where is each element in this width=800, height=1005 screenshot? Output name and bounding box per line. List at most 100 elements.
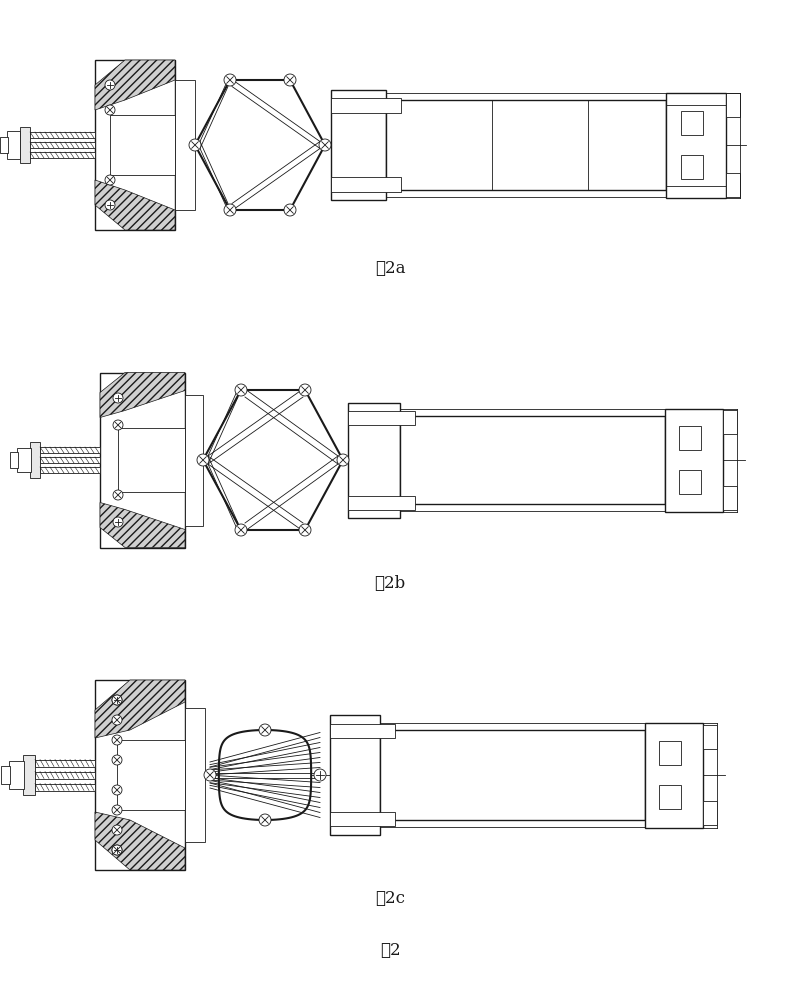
Circle shape — [113, 517, 123, 527]
Bar — [30, 142, 95, 148]
Bar — [95, 680, 185, 870]
Text: 图2a: 图2a — [374, 259, 406, 276]
Bar — [679, 470, 701, 494]
Circle shape — [112, 825, 122, 835]
Polygon shape — [203, 390, 343, 530]
Text: 图2: 图2 — [380, 942, 400, 959]
Bar — [35, 760, 95, 767]
Bar — [7, 131, 20, 159]
Bar — [723, 410, 737, 434]
Bar — [330, 724, 395, 738]
Polygon shape — [95, 180, 175, 230]
Bar — [348, 402, 400, 518]
Bar — [380, 730, 645, 820]
Circle shape — [284, 204, 296, 216]
Circle shape — [235, 524, 247, 536]
Polygon shape — [195, 80, 325, 210]
Circle shape — [235, 384, 247, 396]
Polygon shape — [219, 730, 311, 820]
Bar — [681, 155, 703, 179]
Bar — [679, 426, 701, 450]
Bar — [703, 801, 717, 825]
Circle shape — [337, 454, 349, 466]
Circle shape — [319, 139, 331, 151]
Bar — [386, 100, 666, 190]
Bar — [9, 761, 24, 789]
Bar — [348, 495, 415, 510]
Bar — [330, 812, 395, 826]
Bar — [659, 741, 681, 765]
Circle shape — [314, 769, 326, 781]
Bar — [30, 442, 40, 478]
Circle shape — [112, 695, 122, 705]
Text: 图2b: 图2b — [374, 575, 406, 592]
Bar — [726, 93, 740, 117]
Bar — [175, 80, 195, 210]
Circle shape — [284, 74, 296, 86]
Circle shape — [189, 139, 201, 151]
Circle shape — [299, 384, 311, 396]
Circle shape — [112, 785, 122, 795]
Bar — [23, 755, 35, 795]
Bar — [703, 725, 717, 749]
Bar — [30, 152, 95, 158]
Circle shape — [105, 80, 115, 90]
Text: 图2c: 图2c — [375, 889, 405, 907]
Bar — [645, 723, 703, 827]
Circle shape — [197, 454, 209, 466]
Circle shape — [224, 74, 236, 86]
Bar — [95, 60, 175, 230]
Bar — [331, 177, 401, 192]
Circle shape — [204, 769, 216, 781]
Bar — [348, 410, 415, 424]
Bar — [0, 137, 8, 153]
Bar — [659, 785, 681, 809]
Circle shape — [113, 490, 123, 500]
Circle shape — [112, 805, 122, 815]
Bar — [666, 92, 726, 198]
Bar — [20, 127, 30, 163]
Bar — [117, 740, 185, 810]
Circle shape — [112, 715, 122, 725]
Bar — [118, 428, 185, 492]
Circle shape — [113, 420, 123, 430]
Circle shape — [112, 695, 122, 705]
Polygon shape — [95, 680, 185, 738]
Circle shape — [113, 393, 123, 403]
Bar — [40, 447, 100, 453]
Circle shape — [224, 204, 236, 216]
Bar — [665, 408, 723, 512]
Circle shape — [259, 724, 271, 736]
Bar — [331, 98, 401, 113]
Bar — [30, 132, 95, 138]
Circle shape — [259, 814, 271, 826]
Polygon shape — [95, 60, 175, 110]
Circle shape — [105, 200, 115, 210]
Polygon shape — [95, 812, 185, 870]
Circle shape — [105, 175, 115, 185]
Bar — [1, 766, 10, 784]
Circle shape — [112, 845, 122, 855]
Circle shape — [105, 105, 115, 115]
Bar — [330, 715, 380, 835]
Bar — [110, 115, 175, 175]
Polygon shape — [100, 502, 185, 548]
Bar — [723, 486, 737, 510]
Bar — [681, 111, 703, 135]
Circle shape — [112, 735, 122, 745]
Bar — [40, 457, 100, 463]
Circle shape — [299, 524, 311, 536]
Bar — [35, 772, 95, 779]
Bar — [185, 708, 205, 842]
Bar — [100, 373, 185, 548]
Bar — [10, 452, 18, 468]
Bar — [726, 173, 740, 197]
Bar — [35, 784, 95, 791]
Bar — [40, 467, 100, 473]
Circle shape — [112, 755, 122, 765]
Bar — [331, 90, 386, 200]
Bar — [17, 448, 31, 472]
Bar — [400, 416, 665, 504]
Circle shape — [112, 845, 122, 855]
Polygon shape — [100, 373, 185, 417]
